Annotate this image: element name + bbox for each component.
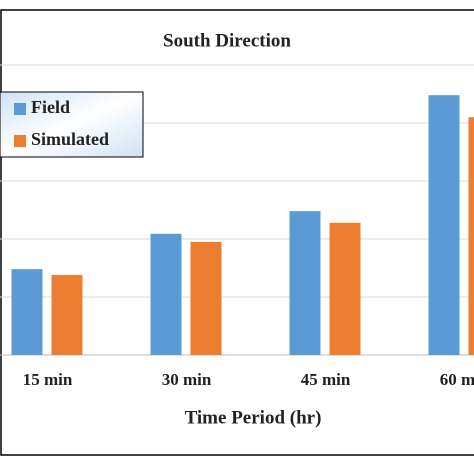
- frame: [0, 9, 474, 456]
- legend-swatch: [14, 135, 26, 147]
- legend: Field Simulated: [0, 91, 144, 158]
- legend-label: Simulated: [31, 129, 109, 149]
- chart-title: South Direction: [163, 30, 291, 51]
- bar: [289, 211, 321, 355]
- x-axis-title: Time Period (hr): [185, 407, 322, 428]
- bar: [428, 95, 460, 355]
- bar: [190, 241, 222, 355]
- bar: [468, 117, 474, 355]
- bar: [150, 233, 182, 355]
- x-tick-label: 30 min: [162, 370, 212, 389]
- legend-swatch: [14, 103, 26, 115]
- bar: [11, 269, 43, 355]
- x-tick-label: 15 min: [23, 370, 73, 389]
- bar: [51, 274, 83, 355]
- bar: [329, 222, 361, 355]
- x-tick-label: 45 min: [301, 370, 351, 389]
- legend-label: Field: [31, 97, 70, 117]
- x-tick-label: 60 min: [440, 370, 474, 389]
